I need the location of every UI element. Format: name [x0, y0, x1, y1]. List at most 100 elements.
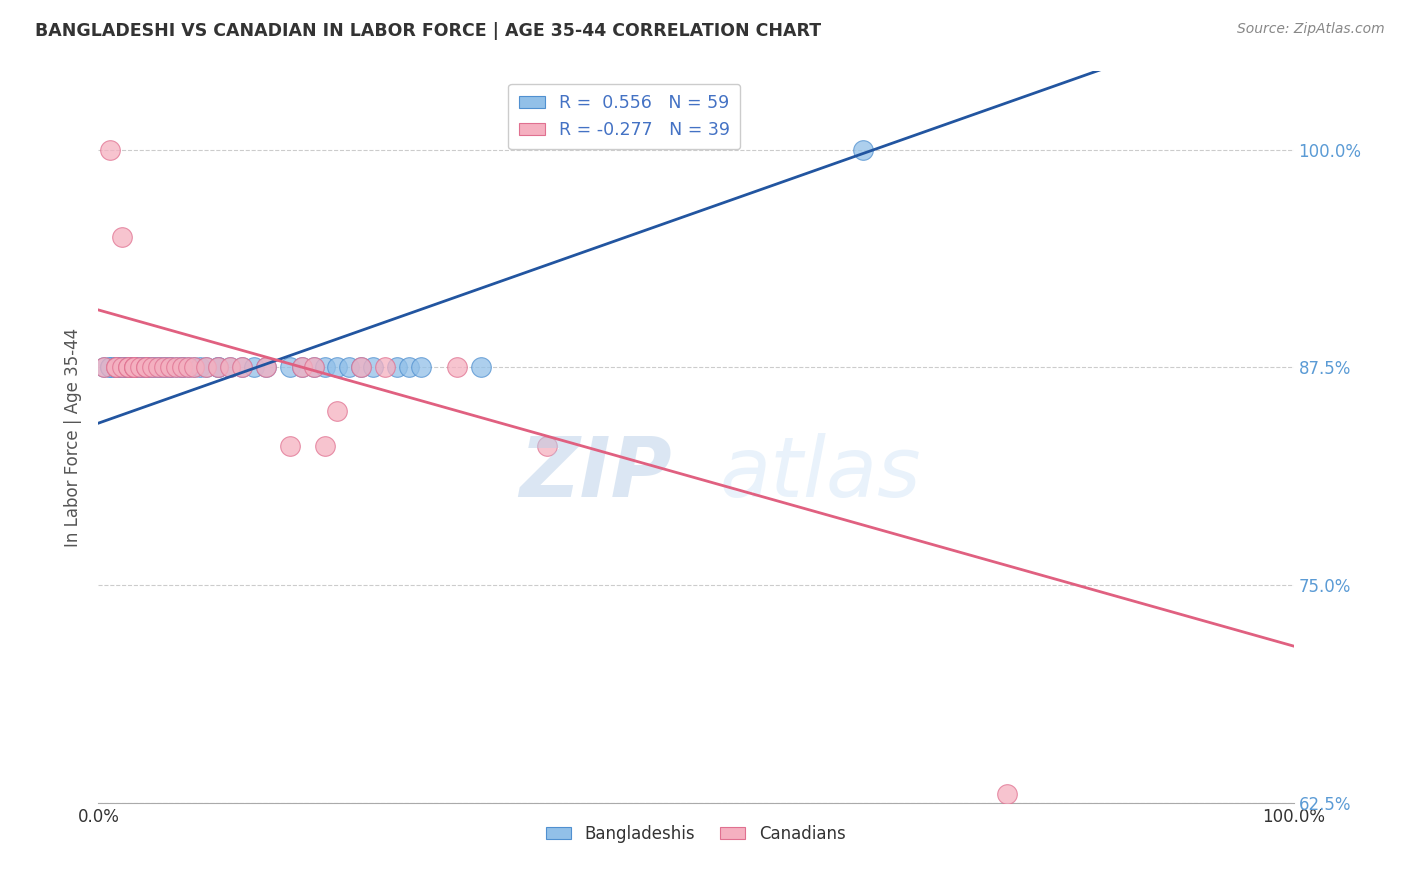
- Point: [98, 360, 122, 375]
- Point: [231, 360, 253, 375]
- Point: [177, 360, 200, 375]
- Point: [148, 360, 170, 375]
- Point: [363, 360, 385, 375]
- Point: [153, 360, 176, 375]
- Point: [1067, 874, 1090, 888]
- Point: [207, 360, 229, 375]
- Y-axis label: In Labor Force | Age 35-44: In Labor Force | Age 35-44: [65, 327, 83, 547]
- Point: [124, 360, 146, 375]
- Point: [124, 360, 146, 375]
- Point: [124, 360, 146, 375]
- Point: [195, 360, 218, 375]
- Point: [135, 360, 157, 375]
- Point: [172, 360, 194, 375]
- Point: [153, 360, 176, 375]
- Point: [446, 360, 468, 375]
- Point: [291, 360, 314, 375]
- Legend: Bangladeshis, Canadians: Bangladeshis, Canadians: [540, 818, 852, 849]
- Point: [207, 360, 229, 375]
- Point: [105, 360, 128, 375]
- Point: [183, 360, 205, 375]
- Point: [177, 360, 200, 375]
- Point: [117, 360, 139, 375]
- Point: [105, 360, 128, 375]
- Point: [326, 404, 349, 418]
- Point: [117, 360, 139, 375]
- Point: [172, 360, 194, 375]
- Point: [350, 360, 373, 375]
- Point: [219, 360, 242, 375]
- Point: [339, 360, 361, 375]
- Point: [326, 360, 349, 375]
- Point: [105, 360, 128, 375]
- Point: [117, 360, 139, 375]
- Point: [105, 360, 128, 375]
- Point: [536, 439, 558, 453]
- Point: [159, 360, 181, 375]
- Point: [278, 360, 301, 375]
- Text: atlas: atlas: [720, 434, 921, 514]
- Point: [374, 360, 396, 375]
- Point: [98, 360, 122, 375]
- Point: [315, 360, 337, 375]
- Point: [117, 360, 139, 375]
- Point: [135, 360, 157, 375]
- Point: [105, 360, 128, 375]
- Point: [302, 360, 325, 375]
- Point: [153, 360, 176, 375]
- Point: [124, 360, 146, 375]
- Point: [129, 360, 152, 375]
- Point: [159, 360, 181, 375]
- Point: [291, 360, 314, 375]
- Point: [995, 787, 1018, 801]
- Point: [141, 360, 163, 375]
- Point: [398, 360, 420, 375]
- Point: [385, 360, 409, 375]
- Point: [105, 360, 128, 375]
- Point: [93, 360, 115, 375]
- Point: [159, 360, 181, 375]
- Point: [98, 143, 122, 157]
- Point: [188, 360, 211, 375]
- Point: [148, 360, 170, 375]
- Point: [231, 360, 253, 375]
- Point: [278, 439, 301, 453]
- Point: [135, 360, 157, 375]
- Point: [124, 360, 146, 375]
- Point: [124, 360, 146, 375]
- Text: ZIP: ZIP: [519, 434, 672, 514]
- Point: [183, 360, 205, 375]
- Point: [411, 360, 433, 375]
- Point: [93, 360, 115, 375]
- Point: [111, 360, 134, 375]
- Point: [165, 360, 187, 375]
- Point: [124, 360, 146, 375]
- Point: [117, 360, 139, 375]
- Point: [207, 360, 229, 375]
- Point: [470, 360, 492, 375]
- Point: [135, 360, 157, 375]
- Point: [124, 360, 146, 375]
- Point: [315, 439, 337, 453]
- Point: [172, 360, 194, 375]
- Point: [302, 360, 325, 375]
- Point: [129, 360, 152, 375]
- Text: BANGLADESHI VS CANADIAN IN LABOR FORCE | AGE 35-44 CORRELATION CHART: BANGLADESHI VS CANADIAN IN LABOR FORCE |…: [35, 22, 821, 40]
- Point: [129, 360, 152, 375]
- Point: [165, 360, 187, 375]
- Point: [124, 360, 146, 375]
- Point: [117, 360, 139, 375]
- Point: [148, 360, 170, 375]
- Point: [852, 143, 875, 157]
- Point: [135, 360, 157, 375]
- Point: [111, 229, 134, 244]
- Point: [350, 360, 373, 375]
- Point: [254, 360, 277, 375]
- Text: Source: ZipAtlas.com: Source: ZipAtlas.com: [1237, 22, 1385, 37]
- Point: [141, 360, 163, 375]
- Point: [111, 360, 134, 375]
- Point: [219, 360, 242, 375]
- Point: [1152, 874, 1174, 888]
- Point: [141, 360, 163, 375]
- Point: [195, 360, 218, 375]
